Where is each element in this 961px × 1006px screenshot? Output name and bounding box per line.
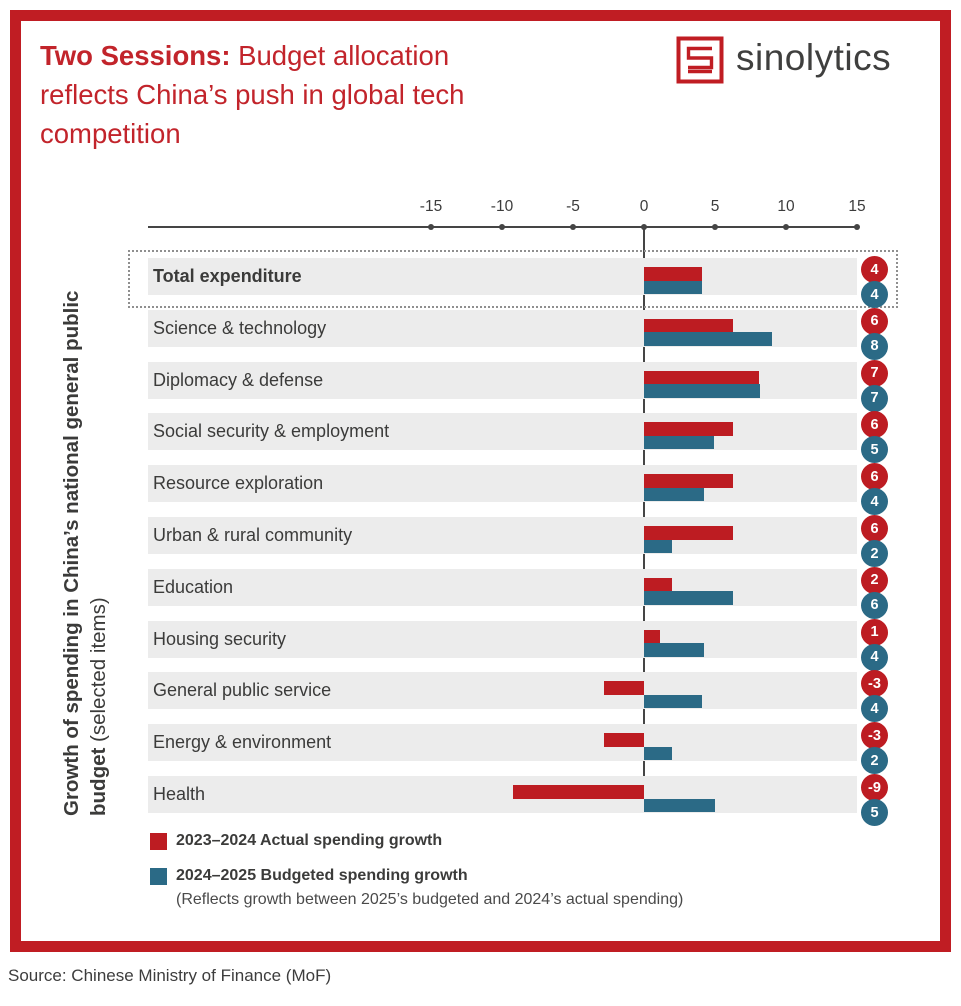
bar-budgeted-4 [644,435,714,450]
category-label: Health [153,784,206,804]
sinolytics-logo: sinolytics [676,36,891,84]
y-axis-label-regular: (selected items) [87,597,110,748]
row-band [148,568,857,606]
value-badge-budgeted: 4 [861,281,888,308]
row-band [148,413,857,451]
row-band [148,620,857,658]
legend-label-actual: 2023–2024 Actual spending growth [176,832,443,849]
bar-actual-9 [604,681,644,695]
bar-actual-11 [513,785,644,799]
category-label: Housing security [153,628,287,649]
category-label: Total expenditure [153,266,302,286]
x-axis-tick-dot [570,224,576,230]
value-badge-actual: 6 [861,515,888,542]
category-label: Resource exploration [153,473,324,494]
value-badge-budgeted: 6 [861,591,888,619]
category-label: Education [153,576,234,597]
value-badge-budgeted: 7 [861,384,888,412]
bar-budgeted-7 [644,591,734,605]
category-label: Urban & rural community [153,525,353,545]
legend-note: (Reflects growth between 2025’s budgeted… [176,891,684,908]
x-axis-tick-label: 0 [639,198,649,215]
x-axis-tick-label: -10 [490,198,514,215]
value-badge-budgeted: 4 [861,488,888,516]
bar-budgeted-8 [644,643,704,657]
bar-budgeted-6 [644,539,673,553]
row-band [148,724,857,762]
bar-budgeted-3 [644,384,761,398]
x-axis-tick-label: 15 [848,198,866,215]
value-badge-budgeted: 5 [861,436,888,464]
bar-budgeted-5 [644,487,704,502]
category-label: Energy & environment [153,732,332,753]
row-band [148,672,857,710]
category-label: Social security & employment [153,421,390,442]
category-label: Diplomacy & defense [153,369,324,390]
bar-actual-8 [644,629,660,644]
x-axis-tick-dot [712,224,718,230]
category-label: General public service [153,680,332,701]
value-badge-actual: 2 [861,566,888,594]
value-badge-budgeted: 2 [861,540,888,567]
x-axis-tick-dot [428,224,434,230]
source-text: Source: Chinese Ministry of Finance (MoF… [8,966,332,985]
value-badge-actual: 6 [861,307,888,335]
bar-budgeted-1 [644,280,703,294]
highlight-box-total-expenditure [128,250,898,308]
value-badge-budgeted: 4 [861,643,888,671]
bar-actual-2 [644,318,734,333]
legend-item-actual: 2023–2024 Actual spending growth [150,832,442,850]
value-badge-actual: 7 [861,359,888,387]
value-badge-actual: 1 [861,618,888,646]
legend-swatch-red [150,833,167,850]
row-band [148,776,857,813]
sinolytics-logo-icon [676,36,724,84]
bar-budgeted-11 [644,798,715,812]
value-badge-actual: -9 [861,774,888,801]
bar-actual-7 [644,577,673,592]
bar-actual-5 [644,474,734,488]
legend-swatch-teal [150,868,167,885]
value-badge-actual: -3 [861,670,888,698]
legend-label-budgeted: 2024–2025 Budgeted spending growth [176,867,468,884]
value-badge-actual: 6 [861,411,888,439]
y-axis-label: Growth of spending in China’s national g… [58,246,114,816]
x-axis-tick-label: -5 [566,198,580,215]
value-badge-actual: 4 [861,256,888,283]
value-badge-budgeted: 2 [861,747,888,775]
x-axis-tick-label: 5 [710,198,720,215]
x-axis-tick-label: 10 [777,198,795,215]
bar-actual-10 [604,733,644,747]
title-rest-part: Budget allocation reflects China’s push … [40,40,465,149]
bar-budgeted-10 [644,746,673,761]
bar-actual-4 [644,422,734,436]
chart-title: Two Sessions: Budget allocation reflects… [40,36,470,153]
row-band [148,258,857,295]
bar-budgeted-9 [644,694,703,709]
title-bold-part: Two Sessions: [40,40,231,71]
value-badge-budgeted: 4 [861,695,888,723]
x-axis-tick-label: -15 [419,198,443,215]
category-label: Science & technology [153,317,327,338]
bar-actual-6 [644,526,734,540]
value-badge-actual: -3 [861,722,888,750]
bar-actual-3 [644,370,760,385]
row-band [148,465,857,503]
row-band [148,517,857,554]
legend-item-budgeted: 2024–2025 Budgeted spending growth [150,867,468,885]
x-axis-tick-dot [854,224,860,230]
bar-budgeted-2 [644,332,772,346]
x-axis-tick-dot [499,224,505,230]
value-badge-budgeted: 5 [861,799,888,826]
value-badge-actual: 6 [861,463,888,491]
x-axis-tick-dot [783,224,789,230]
bar-actual-1 [644,267,703,281]
brand-wordmark: sinolytics [736,37,892,78]
value-badge-budgeted: 8 [861,332,888,360]
